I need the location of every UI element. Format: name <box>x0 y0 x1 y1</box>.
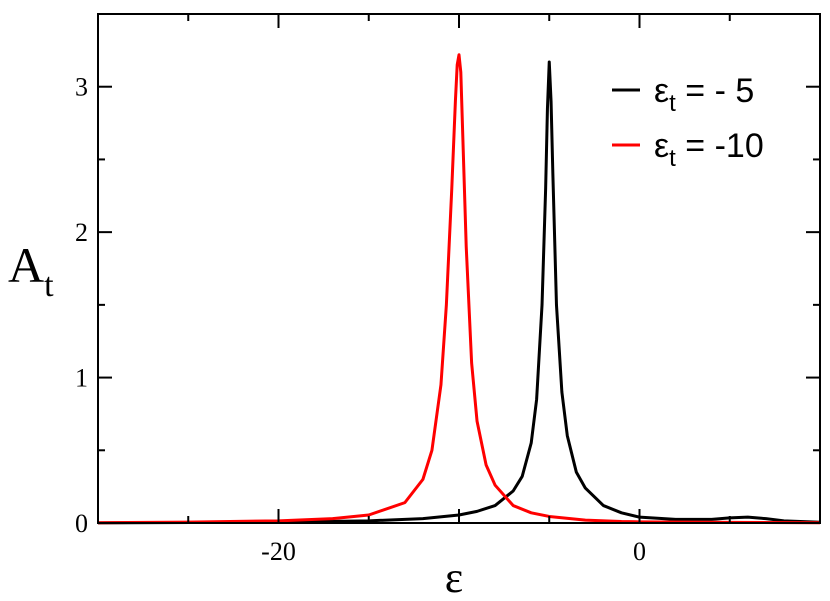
y-tick-label: 3 <box>75 73 88 102</box>
series-layer <box>97 53 821 525</box>
y-tick-label: 1 <box>75 364 88 393</box>
ticks-layer <box>97 13 821 524</box>
y-tick-label: 2 <box>75 218 88 247</box>
legend: εt = - 5 εt = -10 <box>612 72 764 172</box>
y-axis-label-subscript: t <box>44 267 54 304</box>
y-axis-label: At <box>8 237 54 304</box>
labels-layer: -20 0 0 1 2 3 <box>75 73 646 566</box>
x-axis-label: ε <box>445 553 463 601</box>
x-tick-label: -20 <box>261 537 296 566</box>
series-line-1 <box>97 53 821 525</box>
legend-entry-series-0: εt = - 5 <box>654 72 754 117</box>
y-axis-label-base: A <box>8 237 44 293</box>
series-line-0 <box>97 60 821 525</box>
y-tick-label: 0 <box>75 509 88 538</box>
x-tick-label: 0 <box>633 537 646 566</box>
legend-entry-series-1: εt = -10 <box>654 127 764 172</box>
